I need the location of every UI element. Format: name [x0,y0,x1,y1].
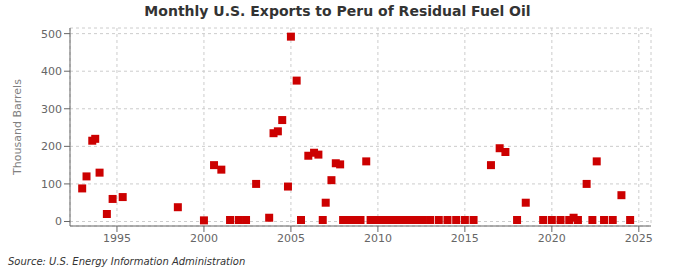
svg-text:300: 300 [41,103,62,116]
svg-text:400: 400 [41,65,62,78]
svg-text:2025: 2025 [625,232,653,245]
svg-text:500: 500 [41,28,62,41]
svg-text:2015: 2015 [451,232,479,245]
svg-text:2005: 2005 [277,232,305,245]
svg-text:100: 100 [41,178,62,191]
svg-text:2020: 2020 [538,232,566,245]
html-text:Source: U.S. Energy Informatio: Source: U.S. Energy Information Administ… [8,256,246,267]
svg-text:200: 200 [41,140,62,153]
html-text:Monthly U.S. Exports to Peru o: Monthly U.S. Exports to Peru of Residual… [144,3,531,19]
svg-text:1995: 1995 [103,232,131,245]
svg-text:0: 0 [55,215,62,228]
svg-text:2000: 2000 [190,232,218,245]
svg-text:2010: 2010 [364,232,392,245]
svg-text:Thousand Barrels: Thousand Barrels [11,79,24,176]
